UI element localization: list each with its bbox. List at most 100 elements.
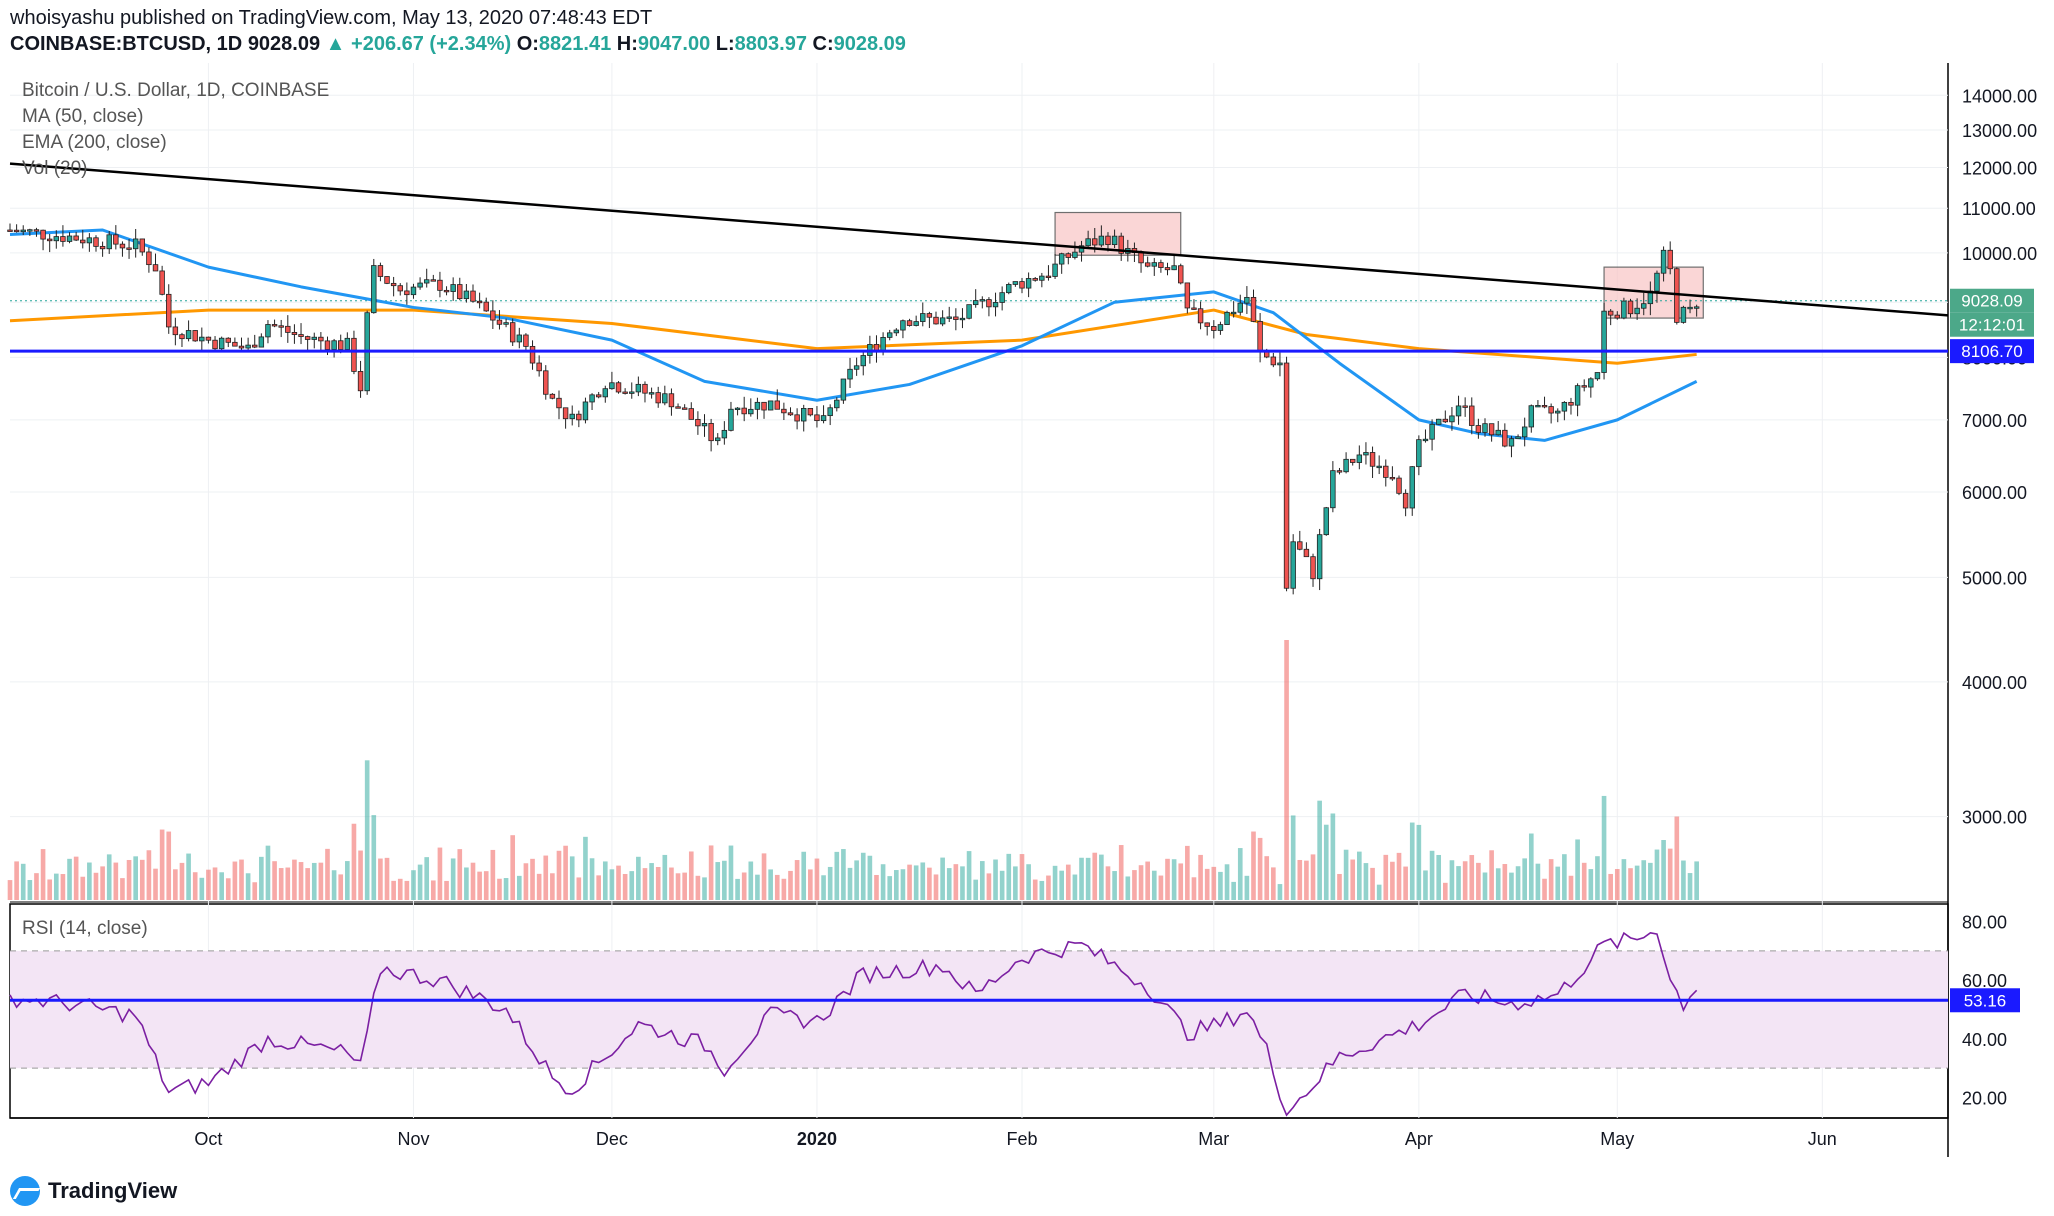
candle-body bbox=[159, 270, 165, 295]
candle-body bbox=[1515, 436, 1521, 440]
candle-body bbox=[1065, 253, 1072, 258]
candle-body bbox=[351, 337, 357, 372]
candle-body bbox=[1693, 306, 1700, 309]
candle-body bbox=[1217, 324, 1224, 331]
volume-bar bbox=[1641, 860, 1647, 900]
volume-bar bbox=[702, 877, 707, 900]
candle-body bbox=[53, 236, 60, 242]
volume-bar bbox=[1648, 862, 1653, 900]
candle-body bbox=[1012, 281, 1019, 285]
candle-body bbox=[205, 336, 212, 341]
resistance-zone bbox=[1054, 211, 1182, 256]
x-tick-label: Feb bbox=[1006, 1129, 1037, 1149]
x-tick-label: May bbox=[1600, 1129, 1634, 1149]
candle-body bbox=[1627, 300, 1634, 315]
support-price-tag: 8106.70 bbox=[1961, 342, 2022, 361]
candle-body bbox=[847, 368, 853, 380]
candle-body bbox=[721, 429, 728, 439]
brand-label: TradingView bbox=[48, 1178, 178, 1203]
x-tick-label: Oct bbox=[194, 1129, 222, 1149]
volume-bar bbox=[192, 872, 198, 900]
candle-body bbox=[662, 393, 668, 404]
volume-bar bbox=[1006, 853, 1012, 900]
tradingview-brand[interactable]: TradingView bbox=[10, 1176, 177, 1206]
volume-bar bbox=[173, 869, 178, 900]
candle-body bbox=[556, 397, 562, 409]
candles bbox=[7, 223, 1700, 595]
candle-body bbox=[496, 319, 503, 325]
volume-bar bbox=[1218, 871, 1223, 900]
volume-bar bbox=[338, 874, 344, 900]
candle-body bbox=[748, 408, 754, 415]
candle-body bbox=[113, 234, 119, 245]
candle-body bbox=[265, 324, 271, 338]
volume-bar bbox=[232, 861, 238, 900]
candle-body bbox=[920, 313, 926, 322]
candle-body bbox=[728, 408, 734, 431]
candle-body bbox=[344, 337, 351, 350]
candle-body bbox=[99, 245, 106, 250]
x-tick-label: Mar bbox=[1198, 1129, 1229, 1149]
candle-body bbox=[1614, 314, 1620, 319]
volume-bar bbox=[1515, 866, 1521, 900]
volume-bar bbox=[1132, 870, 1137, 900]
open-value: 8821.41 bbox=[538, 33, 612, 55]
candle-body bbox=[1178, 265, 1184, 284]
candle-body bbox=[1535, 405, 1541, 408]
candle-body bbox=[258, 336, 265, 348]
symbol-line: COINBASE:BTCUSD, 1D 9028.09 ▲ +206.67 (+… bbox=[10, 32, 906, 56]
volume-bar bbox=[1403, 866, 1408, 900]
x-tick-label: 2020 bbox=[797, 1129, 837, 1149]
candle-body bbox=[1667, 249, 1673, 270]
volume-bar bbox=[259, 856, 264, 900]
candle-body bbox=[73, 235, 79, 241]
volume-bar bbox=[1185, 845, 1190, 900]
candle-body bbox=[966, 304, 972, 319]
candle-body bbox=[675, 406, 681, 409]
candle-body bbox=[20, 229, 26, 233]
volume-bar bbox=[801, 851, 807, 900]
volume-bar bbox=[139, 859, 145, 900]
volume-bar bbox=[913, 865, 919, 900]
candle-body bbox=[635, 383, 642, 393]
candle-body bbox=[199, 336, 205, 342]
x-tick-label: Dec bbox=[596, 1129, 628, 1149]
candle-body bbox=[655, 392, 661, 404]
candle-body bbox=[476, 300, 483, 304]
candle-body bbox=[1310, 556, 1316, 580]
candle-body bbox=[172, 326, 179, 336]
candle-body bbox=[701, 423, 708, 427]
volume-bar bbox=[1548, 859, 1554, 900]
volume-bar bbox=[1065, 864, 1071, 900]
volume-bar bbox=[1462, 861, 1468, 900]
candle-body bbox=[1171, 265, 1177, 271]
volume-bar bbox=[774, 874, 780, 900]
volume-bar bbox=[1178, 863, 1184, 900]
candle-body bbox=[529, 345, 536, 364]
volume-bar bbox=[1277, 884, 1283, 900]
volume-bar bbox=[278, 868, 284, 900]
candle-body bbox=[589, 394, 595, 403]
candle-body bbox=[139, 238, 146, 253]
volume-bar bbox=[1092, 852, 1098, 900]
candle-body bbox=[490, 310, 496, 321]
volume-bar bbox=[60, 874, 66, 900]
candle-body bbox=[1601, 310, 1607, 373]
volume-bar bbox=[1013, 866, 1018, 900]
candle-body bbox=[384, 276, 390, 284]
volume-bar bbox=[146, 850, 152, 900]
candle-body bbox=[1039, 275, 1045, 281]
volume-bar bbox=[1429, 850, 1435, 900]
volume-bar bbox=[265, 845, 271, 900]
candle-body bbox=[278, 325, 284, 328]
candle-body bbox=[999, 292, 1005, 303]
volume-bar bbox=[1449, 860, 1455, 900]
volume-bar bbox=[1376, 884, 1382, 900]
candle-body bbox=[979, 299, 986, 302]
candle-body bbox=[668, 393, 675, 408]
y-tick-label: 7000.00 bbox=[1962, 411, 2027, 431]
candle-body bbox=[331, 340, 337, 350]
volume-bar bbox=[662, 854, 668, 900]
candle-body bbox=[86, 237, 93, 244]
